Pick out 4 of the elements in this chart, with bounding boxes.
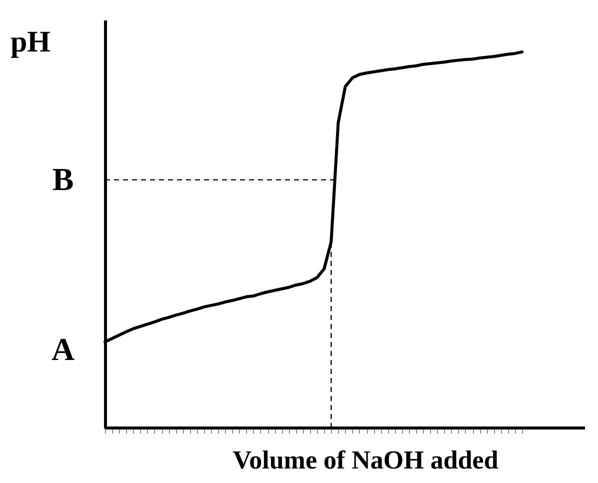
text: A xyxy=(51,330,75,367)
ref-line-label: B xyxy=(52,160,74,197)
y-axis-title: pH xyxy=(10,26,51,58)
x-axis-title: Volume of NaOH added xyxy=(232,446,499,474)
